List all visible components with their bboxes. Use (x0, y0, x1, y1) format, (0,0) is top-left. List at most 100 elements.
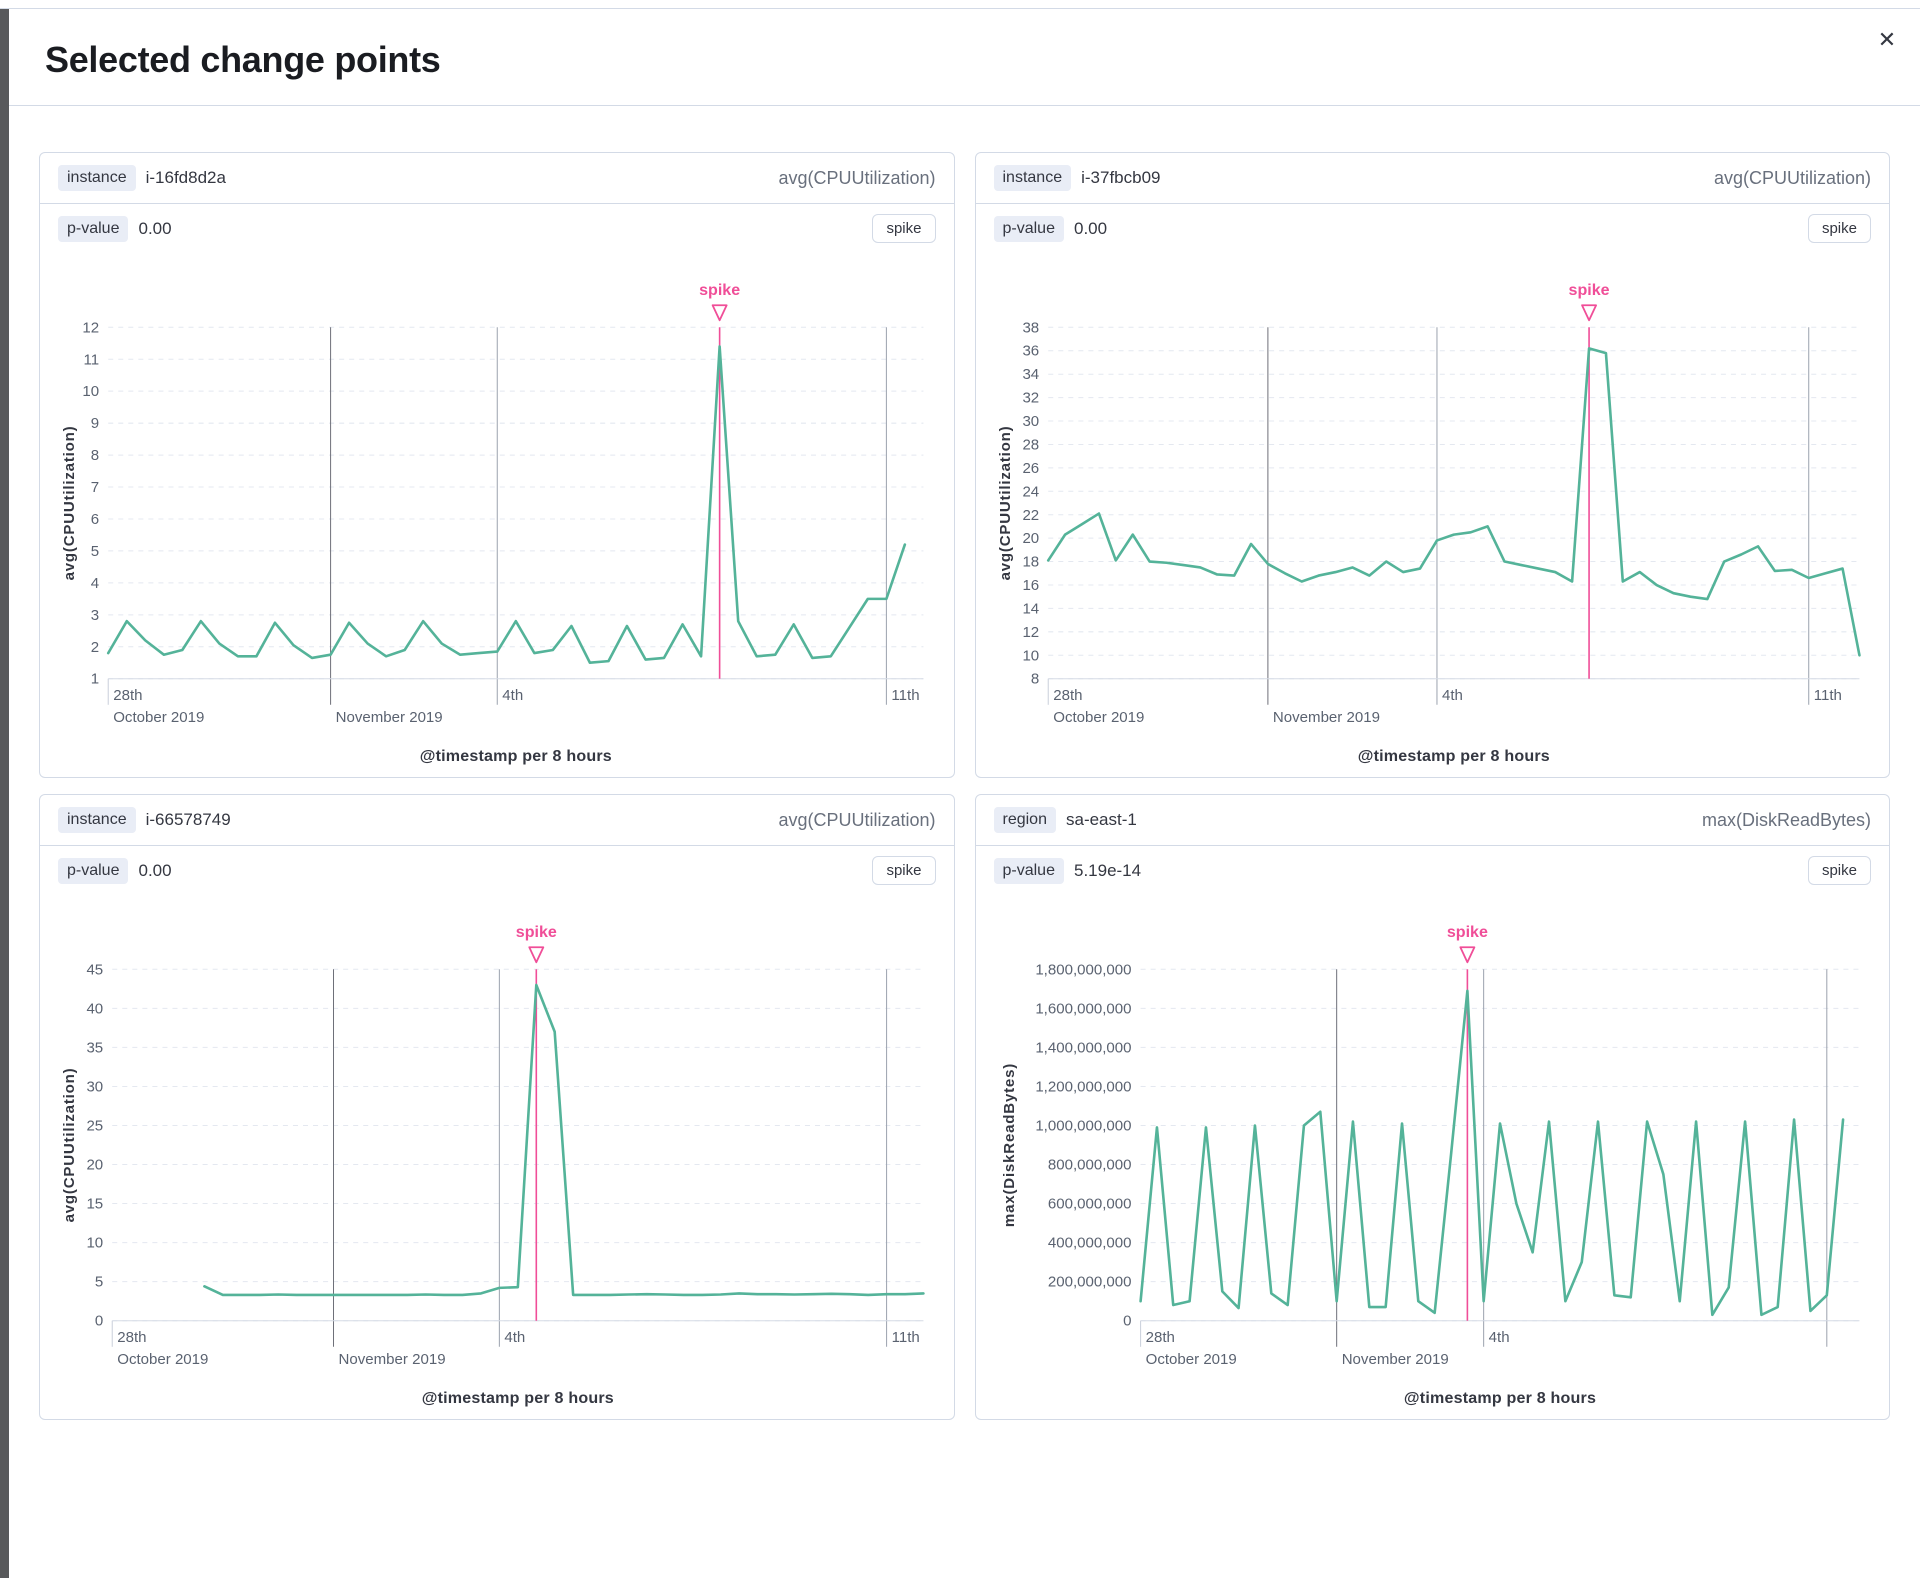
card-header: instance i-37fbcb09 avg(CPUUtilization) (976, 153, 1890, 203)
svg-text:28th: 28th (113, 687, 142, 704)
change-point-grid: instance i-16fd8d2a avg(CPUUtilization) … (39, 152, 1890, 1421)
svg-text:8: 8 (91, 447, 99, 464)
svg-text:spike: spike (699, 281, 740, 299)
svg-text:32: 32 (1022, 390, 1039, 407)
card-header: instance i-16fd8d2a avg(CPUUtilization) (40, 153, 954, 203)
change-point-chart: 1 2 3 4 5 6 7 8 9 10 11 12 28th October 2019 November … (40, 247, 954, 777)
change-type-button[interactable]: spike (872, 856, 936, 886)
svg-text:spike: spike (1446, 923, 1487, 941)
svg-text:200,000,000: 200,000,000 (1047, 1274, 1131, 1291)
svg-text:6: 6 (91, 511, 99, 528)
svg-text:October 2019: October 2019 (113, 709, 204, 726)
card-subheader: p-value 0.00 spike (40, 846, 954, 889)
page-top-border (0, 8, 1920, 9)
svg-text:1,600,000,000: 1,600,000,000 (1035, 1000, 1131, 1017)
entity-value: i-16fd8d2a (145, 168, 226, 187)
change-point-chart: 8 10 12 14 16 18 20 22 24 26 28 30 32 34 36 38 28th Octob… (976, 247, 1890, 777)
svg-text:@timestamp per 8 hours: @timestamp per 8 hours (422, 1389, 614, 1407)
card-divider (40, 203, 954, 204)
svg-text:36: 36 (1022, 343, 1039, 360)
svg-text:avg(CPUUtilization): avg(CPUUtilization) (997, 426, 1014, 581)
svg-text:16: 16 (1022, 577, 1039, 594)
p-value: 0.00 (138, 860, 172, 880)
metric-label: avg(CPUUtilization) (778, 167, 936, 188)
svg-text:9: 9 (91, 415, 99, 432)
svg-text:4th: 4th (502, 687, 523, 704)
entity-value: i-66578749 (145, 810, 231, 830)
change-point-card-4: region sa-east-1 max(DiskReadBytes) p-va… (974, 794, 1890, 1421)
p-value-badge: p-value (58, 857, 129, 884)
svg-text:28: 28 (1022, 436, 1039, 453)
svg-text:October 2019: October 2019 (117, 1351, 208, 1368)
p-value: 0.00 (138, 218, 172, 238)
svg-text:15: 15 (86, 1196, 103, 1213)
change-point-chart: 0 200,000,000 400,000,000 600,000,000 800,00… (976, 889, 1890, 1419)
svg-text:11th: 11th (1813, 687, 1841, 704)
svg-text:3: 3 (91, 607, 99, 624)
change-type-button[interactable]: spike (872, 214, 936, 243)
field-badge: region (993, 807, 1056, 834)
svg-text:1,400,000,000: 1,400,000,000 (1035, 1040, 1131, 1057)
svg-text:November 2019: November 2019 (336, 709, 443, 726)
field-badge: instance (58, 165, 136, 191)
svg-text:max(DiskReadBytes): max(DiskReadBytes) (1001, 1063, 1018, 1227)
svg-text:30: 30 (86, 1079, 103, 1096)
svg-text:18: 18 (1022, 554, 1039, 571)
change-points-flyout: Selected change points ✕ instance i-16fd… (9, 9, 1920, 1578)
svg-text:1,200,000,000: 1,200,000,000 (1035, 1079, 1131, 1096)
svg-text:28th: 28th (117, 1329, 146, 1346)
svg-text:400,000,000: 400,000,000 (1047, 1235, 1131, 1252)
card-subheader: p-value 0.00 spike (976, 204, 1890, 247)
flyout-header: Selected change points ✕ (9, 9, 1920, 105)
svg-text:11th: 11th (891, 687, 919, 704)
svg-text:10: 10 (82, 383, 99, 400)
svg-text:20: 20 (1022, 530, 1039, 547)
entity-value: i-37fbcb09 (1081, 168, 1161, 187)
svg-text:2: 2 (91, 639, 99, 656)
change-point-card-3: instance i-66578749 avg(CPUUtilization) … (39, 794, 955, 1421)
svg-text:800,000,000: 800,000,000 (1047, 1157, 1131, 1174)
change-point-chart: 0 5 10 15 20 25 30 35 40 45 28th October 2019 Novemb… (40, 889, 954, 1419)
svg-text:10: 10 (1022, 647, 1039, 664)
svg-text:30: 30 (1022, 413, 1039, 430)
svg-text:November 2019: November 2019 (1341, 1351, 1448, 1368)
metric-label: avg(CPUUtilization) (778, 809, 936, 830)
svg-text:600,000,000: 600,000,000 (1047, 1196, 1131, 1213)
background-overlay-strip (0, 9, 9, 1578)
svg-text:4th: 4th (1488, 1329, 1509, 1346)
change-type-button[interactable]: spike (1807, 214, 1871, 243)
svg-text:October 2019: October 2019 (1145, 1351, 1236, 1368)
svg-text:11th: 11th (892, 1329, 920, 1346)
svg-text:spike: spike (516, 923, 557, 941)
svg-text:1,000,000,000: 1,000,000,000 (1035, 1118, 1131, 1135)
header-divider (9, 105, 1920, 106)
svg-text:spike: spike (1568, 281, 1609, 299)
svg-text:8: 8 (1030, 671, 1038, 688)
svg-text:12: 12 (1022, 624, 1039, 641)
p-value-badge: p-value (993, 857, 1064, 884)
svg-text:7: 7 (91, 479, 99, 496)
svg-text:4: 4 (91, 575, 99, 592)
card-subheader: p-value 0.00 spike (40, 204, 954, 247)
svg-text:14: 14 (1022, 600, 1039, 617)
svg-text:35: 35 (86, 1040, 103, 1057)
metric-label: avg(CPUUtilization) (1713, 167, 1871, 188)
close-icon[interactable]: ✕ (1870, 23, 1904, 57)
svg-text:November 2019: November 2019 (1272, 709, 1379, 726)
svg-text:34: 34 (1022, 366, 1039, 383)
card-subheader: p-value 5.19e-14 spike (976, 846, 1890, 889)
svg-text:avg(CPUUtilization): avg(CPUUtilization) (61, 426, 78, 581)
p-value: 0.00 (1073, 218, 1108, 238)
card-header: region sa-east-1 max(DiskReadBytes) (976, 795, 1890, 845)
svg-text:1,800,000,000: 1,800,000,000 (1035, 961, 1131, 978)
change-point-card-1: instance i-16fd8d2a avg(CPUUtilization) … (39, 152, 955, 779)
p-value-badge: p-value (58, 215, 129, 242)
change-type-button[interactable]: spike (1807, 856, 1871, 886)
field-badge: instance (58, 807, 136, 834)
svg-text:38: 38 (1022, 319, 1039, 336)
page-title: Selected change points (45, 39, 441, 80)
svg-text:22: 22 (1022, 507, 1039, 524)
svg-text:1: 1 (91, 671, 99, 688)
metric-label: max(DiskReadBytes) (1701, 809, 1871, 830)
svg-text:45: 45 (86, 961, 103, 978)
